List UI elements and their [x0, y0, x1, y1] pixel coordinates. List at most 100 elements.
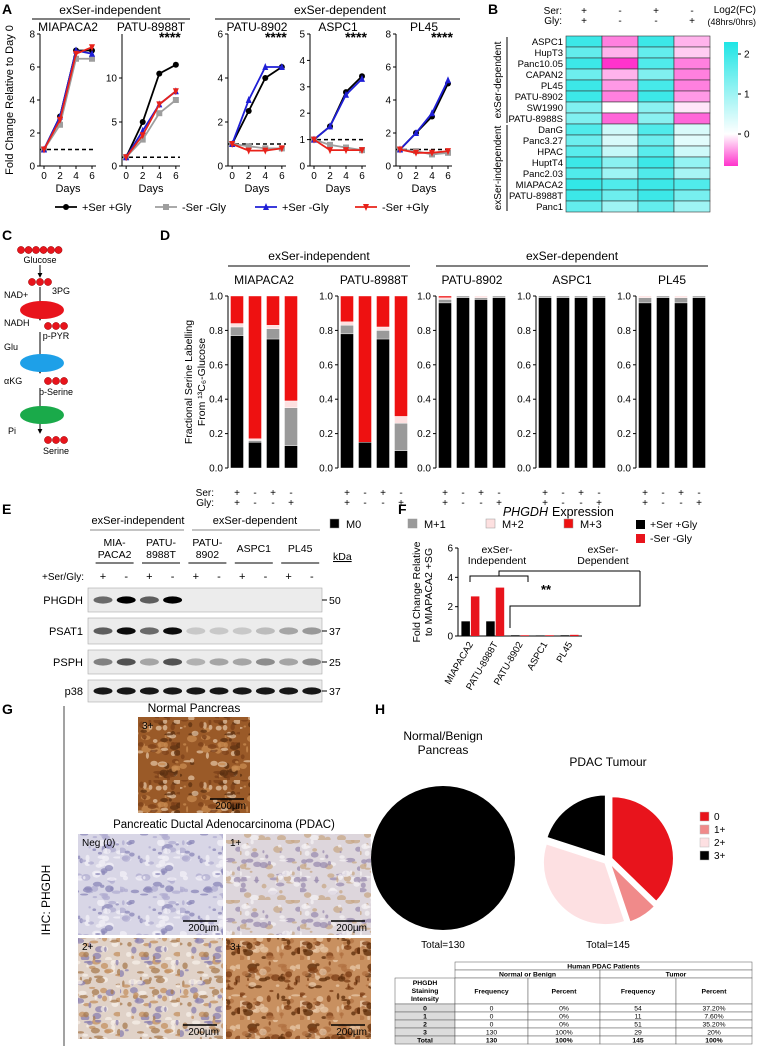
y-tick-label: 4: [299, 56, 305, 67]
x-tick-label: 6: [279, 171, 285, 182]
series-line: [231, 66, 282, 145]
significance: ****: [265, 29, 287, 45]
blot-band: [209, 658, 229, 666]
blot-band: [163, 596, 183, 604]
data-point: [156, 70, 163, 77]
panel-label: F: [398, 501, 407, 517]
blot-band: [279, 627, 299, 635]
data-point: [327, 141, 333, 148]
legend-swatch: [636, 520, 645, 529]
condition-sign: +: [234, 498, 240, 509]
group-label: exSer-: [482, 544, 513, 556]
data-point: [89, 49, 95, 57]
heatmap-cell: [637, 46, 675, 59]
y-tick-label: 0.0: [617, 464, 631, 475]
heatmap-cell: [637, 90, 675, 103]
colorbar: [724, 42, 738, 166]
table-cell-text: 0%: [559, 1013, 569, 1020]
y-tick-label: 0: [111, 162, 117, 173]
blot-band: [255, 687, 275, 695]
carbon-dot: [52, 436, 60, 444]
y-tick-label: 2: [385, 129, 391, 140]
x-tick-label: 2: [246, 171, 252, 182]
y-tick-label: 0.4: [617, 395, 631, 406]
image-title: Pancreatic Ductal Adenocarcinoma (PDAC): [113, 819, 335, 831]
bar: [461, 621, 470, 636]
heatmap-cell: [601, 35, 639, 48]
lane-label: PATU-: [146, 537, 176, 549]
bar-segment: [376, 295, 390, 328]
y-tick-label: 0.2: [617, 429, 631, 440]
significance: ****: [159, 29, 181, 45]
condition-sign: +: [344, 488, 350, 499]
condition-sign: -: [253, 488, 256, 499]
condition-sign: +: [234, 488, 240, 499]
heatmap-cell: [565, 57, 603, 70]
condition-sign: -: [679, 498, 682, 509]
legend-label: M+2: [502, 519, 524, 531]
bar-segment: [230, 326, 244, 336]
y-tick-label: 0: [447, 632, 453, 643]
carbon-dot: [44, 278, 52, 286]
carbon-dot: [17, 246, 25, 254]
legend-swatch: [636, 534, 645, 543]
table-cell: [675, 977, 753, 1005]
carbon-dot: [36, 278, 44, 286]
x-tick-label: 2: [57, 171, 63, 182]
x-axis-label: Days: [138, 183, 164, 195]
table-cell-text: 7.60%: [704, 1013, 723, 1020]
condition-sign: -: [253, 498, 256, 509]
ihc-image: [78, 938, 223, 1039]
condition-sign: -: [561, 488, 564, 499]
bar-segment: [248, 442, 262, 469]
heatmap-cell: [565, 178, 603, 191]
blot-band: [93, 687, 113, 695]
data-point: [311, 136, 317, 144]
data-point: [73, 50, 79, 58]
y-tick-label: 0.6: [209, 360, 223, 371]
bar-segment: [266, 328, 280, 340]
bar-segment: [674, 297, 688, 304]
colorbar-tick-label: 0: [744, 130, 750, 141]
bar-segment: [456, 295, 470, 298]
heatmap-cell: [601, 200, 639, 213]
bar-segment: [492, 295, 506, 298]
legend-label: M+1: [424, 519, 446, 531]
bar-segment: [376, 330, 390, 340]
series-line: [231, 66, 283, 145]
gene-title: PHGDH: [503, 505, 549, 519]
table-cell-text: 100%: [555, 1029, 572, 1036]
condition-sign: -: [661, 488, 664, 499]
condition-sign: +: [442, 488, 448, 499]
lane-label: PATU-: [192, 537, 222, 549]
legend-swatch: [699, 850, 710, 861]
condition-sign: +: [581, 16, 587, 27]
panel-label: D: [160, 227, 170, 243]
table-cell-text: 51: [634, 1021, 642, 1028]
series-line: [399, 79, 449, 151]
heatmap-cell: [601, 134, 639, 147]
data-point: [139, 119, 146, 125]
row-label: HupT3: [534, 48, 563, 59]
pie-slice: [545, 794, 607, 858]
heatmap-cell: [637, 68, 675, 81]
blot-band: [139, 658, 159, 666]
data-point: [229, 141, 236, 148]
x-tick-label: 4: [343, 171, 349, 182]
heatmap-cell: [601, 46, 639, 59]
data-point: [57, 121, 63, 128]
enzyme: [20, 406, 64, 424]
ihc-image: [226, 938, 371, 1039]
blot-band: [163, 658, 183, 666]
bar-segment: [266, 325, 280, 329]
heatmap-cell: [637, 57, 675, 70]
lane-label: MIA-: [104, 537, 127, 549]
data-point: [263, 203, 269, 210]
heatmap-cell: [673, 200, 711, 213]
y-tick-label: 0.6: [617, 360, 631, 371]
pie-title: Pancreas: [418, 743, 469, 757]
data-point: [139, 136, 146, 143]
heatmap-cell: [673, 90, 711, 103]
ihc-score: Neg (0): [82, 838, 115, 849]
condition-sign: +: [344, 498, 350, 509]
